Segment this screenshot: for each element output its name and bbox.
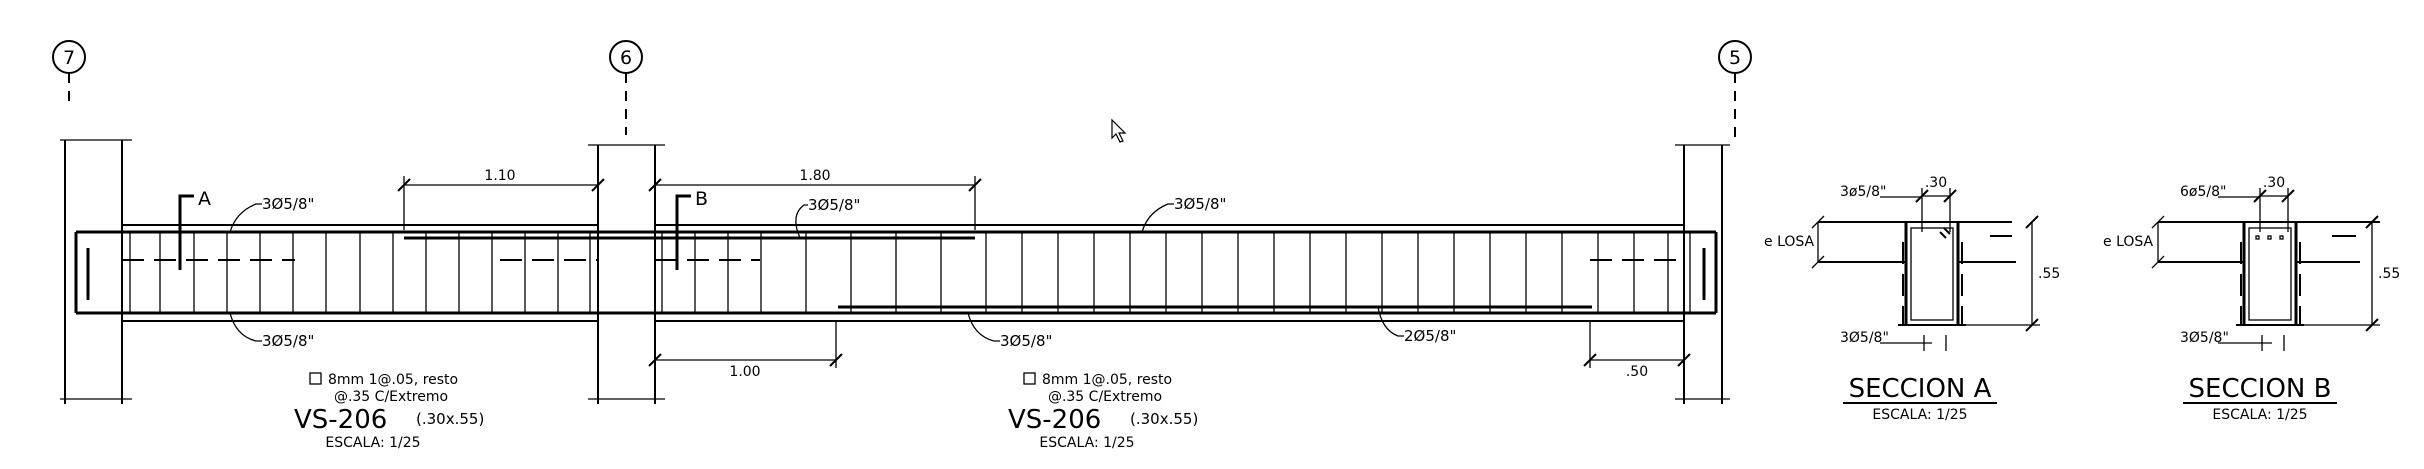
bar-label: 3Ø5/8": [808, 196, 860, 214]
dimension-label: 1.80: [799, 168, 830, 184]
bar-leaders: 3Ø5/8" 3Ø5/8" 3Ø5/8" 3Ø5/8" 3Ø5/8" 2Ø5/8…: [229, 195, 1456, 350]
section-mark-b: B: [675, 188, 708, 270]
section-scale: ESCALA: 1/25: [2212, 407, 2307, 423]
dimension-label: 1.10: [484, 168, 515, 184]
axis-marker-7: 7: [52, 40, 86, 108]
section-top-bars: 6ø5/8": [2180, 184, 2226, 200]
beam-name: VS-206: [294, 405, 387, 435]
axis-label: 7: [63, 47, 75, 69]
section-width-dim: .30: [1925, 175, 1947, 191]
dimension-1-10: 1.10: [397, 168, 605, 230]
stirrup-icon: [309, 372, 322, 385]
section-top-bars: 3ø5/8": [1840, 184, 1886, 200]
axis-marker-5: 5: [1718, 40, 1752, 140]
bar-label: 3Ø5/8": [262, 195, 314, 213]
section-b: e LOSA .30 6ø5/8" 3Ø5/8" .55: [2103, 175, 2400, 423]
dimension-050: .50: [1583, 320, 1691, 380]
bar-label: 2Ø5/8": [1404, 327, 1456, 345]
mouse-cursor-icon: [1111, 118, 1127, 143]
dimension-label: .50: [1626, 364, 1648, 380]
axis-marker-6: 6: [609, 40, 643, 135]
dimension-1-80: 1.80: [648, 168, 982, 230]
beam-scale: ESCALA: 1/25: [1039, 435, 1134, 451]
axis-label: 6: [620, 47, 632, 69]
dimension-label: 1.00: [729, 364, 760, 380]
stirrups-span-1: [129, 232, 591, 313]
section-bottom-bars: 3Ø5/8": [1840, 330, 1889, 346]
beam-size: (.30x.55): [416, 410, 484, 428]
section-bottom-bars: 3Ø5/8": [2180, 330, 2229, 346]
stirrup-note-2: @.35 C/Extremo: [1048, 389, 1162, 405]
section-mark-label: A: [198, 188, 211, 210]
beam-elevation: [74, 224, 1718, 322]
bar-label: 3Ø5/8": [1174, 195, 1226, 213]
stirrup-icon: [1023, 372, 1036, 385]
section-mark-a: A: [178, 188, 211, 270]
section-height-dim: .55: [2378, 266, 2400, 282]
dimension-1-00: 1.00: [648, 320, 843, 380]
stirrup-note-1: 8mm 1@.05, resto: [1042, 372, 1172, 388]
beam-note-span-2: 8mm 1@.05, resto @.35 C/Extremo VS-206 (…: [1008, 372, 1198, 451]
stirrup-note-1: 8mm 1@.05, resto: [328, 372, 458, 388]
beam-scale: ESCALA: 1/25: [325, 435, 420, 451]
section-scale: ESCALA: 1/25: [1872, 407, 1967, 423]
section-title: SECCION B: [2189, 374, 2332, 404]
columns: [60, 139, 1730, 404]
stirrups-span-2: [661, 232, 1691, 313]
section-a: e LOSA .30 3ø5/8" 3Ø5/8" .55 SECCI: [1764, 175, 2060, 423]
section-title: SECCION A: [1849, 374, 1992, 404]
slab-label: e LOSA: [1764, 234, 1815, 250]
stirrup-note-2: @.35 C/Extremo: [334, 389, 448, 405]
beam-name: VS-206: [1008, 405, 1101, 435]
section-width-dim: .30: [2263, 175, 2285, 191]
bar-label: 3Ø5/8": [1000, 332, 1052, 350]
section-height-dim: .55: [2038, 266, 2060, 282]
beam-note-span-1: 8mm 1@.05, resto @.35 C/Extremo VS-206 (…: [294, 372, 484, 451]
bar-label: 3Ø5/8": [262, 332, 314, 350]
slab-label: e LOSA: [2103, 234, 2154, 250]
section-mark-label: B: [695, 188, 708, 210]
axis-label: 5: [1729, 47, 1741, 69]
beam-size: (.30x.55): [1130, 410, 1198, 428]
